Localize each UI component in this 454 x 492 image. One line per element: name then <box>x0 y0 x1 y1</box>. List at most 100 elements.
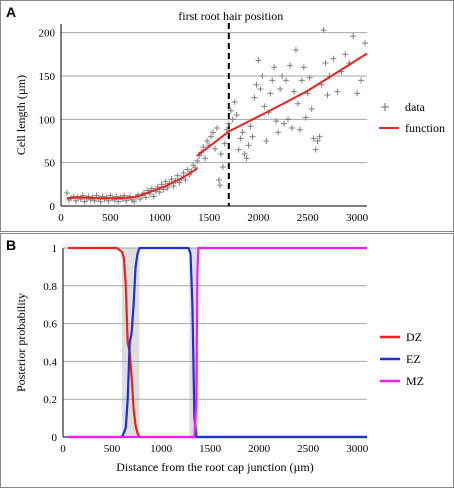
data-point <box>281 120 288 127</box>
legend-item-data: data <box>381 100 426 114</box>
y-tick-label-b: 0.6 <box>43 319 57 331</box>
data-point <box>298 77 305 84</box>
data-point <box>245 142 252 149</box>
x-tick-label-a: 2000 <box>247 212 270 224</box>
data-point <box>308 105 315 112</box>
x-tick-label-a: 1500 <box>198 212 221 224</box>
data-point <box>277 86 284 92</box>
data-point <box>283 77 290 84</box>
data-point <box>342 51 349 58</box>
series-line-mz <box>67 246 367 439</box>
data-point <box>158 181 165 188</box>
data-point <box>72 197 79 204</box>
data-point <box>216 182 223 189</box>
data-point <box>269 77 276 84</box>
data-point <box>184 166 191 173</box>
data-point <box>231 99 238 105</box>
data-point <box>194 157 201 164</box>
y-axis-label-a: Cell length (µm) <box>14 75 28 155</box>
annotation-label: first root hair position <box>178 9 283 23</box>
data-point <box>142 194 149 201</box>
x-tick-label-a: 500 <box>102 212 119 224</box>
data-point <box>170 183 177 190</box>
data-point <box>168 176 175 183</box>
y-axis-label-b: Posterior probability <box>14 293 28 392</box>
x-tick-label-b: 1000 <box>150 443 173 455</box>
data-point <box>235 146 242 153</box>
data-point <box>180 170 187 177</box>
data-point <box>81 198 88 205</box>
data-point <box>316 133 323 140</box>
y-tick-label-a: 150 <box>39 71 56 83</box>
data-point <box>354 90 361 97</box>
legend-label-mz: MZ <box>406 374 424 388</box>
data-point <box>182 177 189 183</box>
data-point <box>136 196 143 203</box>
x-tick-label-b: 0 <box>60 443 66 455</box>
data-point <box>287 62 294 69</box>
data-point <box>300 64 307 71</box>
panel-b: B 0 0.2 0.4 0.6 0.8 1 0 500 1000 1500 2000 2500 3000… <box>0 233 454 488</box>
data-point <box>210 129 217 136</box>
y-tick-label-b: 0.4 <box>43 356 57 368</box>
function-line-segment <box>133 167 198 199</box>
data-point <box>279 73 286 79</box>
data-point <box>302 114 309 121</box>
x-tick-label-b: 500 <box>104 443 121 455</box>
data-point <box>273 118 280 125</box>
panel-b-label: B <box>6 237 17 253</box>
x-tick-label-a: 0 <box>58 212 64 224</box>
x-tick-label-b: 2000 <box>248 443 271 455</box>
data-point <box>322 60 329 66</box>
data-point <box>350 33 357 40</box>
data-point <box>324 92 331 99</box>
data-point <box>241 151 248 157</box>
data-point <box>223 126 230 133</box>
data-point <box>208 133 215 140</box>
data-point <box>150 193 157 200</box>
legend-label-ez: EZ <box>406 352 421 366</box>
data-point <box>237 135 244 142</box>
data-point <box>156 189 163 196</box>
panel-a: A 0 50 100 150 200 0 500 1000 1500 2000 2500 3000 Ce… <box>0 0 454 232</box>
y-tick-label-b: 0.8 <box>43 281 57 293</box>
posterior-probability-chart: 0 0.2 0.4 0.6 0.8 1 0 500 1000 1500 2000 2500 3000 Di… <box>14 243 424 474</box>
data-point <box>211 145 218 152</box>
data-point <box>292 47 299 53</box>
data-point <box>285 116 292 123</box>
data-point <box>263 138 270 144</box>
data-point <box>296 126 303 133</box>
y-tick-label-b: 0 <box>52 432 58 444</box>
x-tick-label-b: 2500 <box>297 443 320 455</box>
data-point <box>227 107 234 114</box>
data-point <box>247 123 254 130</box>
x-tick-label-b: 3000 <box>346 443 369 455</box>
data-point <box>259 73 266 79</box>
data-point <box>229 116 236 123</box>
data-point <box>249 133 256 140</box>
data-point <box>330 55 337 62</box>
data-point <box>288 125 295 131</box>
data-point <box>225 120 232 127</box>
legend-label-dz: DZ <box>406 330 422 344</box>
legend-label-data: data <box>405 100 426 114</box>
legend-item-ez: EZ <box>380 352 421 366</box>
function-line-segment <box>196 52 368 157</box>
data-point <box>200 144 207 151</box>
legend-item-function: function <box>379 121 445 135</box>
data-point <box>204 138 211 144</box>
legend-item-mz: MZ <box>380 374 424 388</box>
data-point <box>131 198 138 205</box>
x-axis-label-b: Distance from the root cap junction (µm) <box>116 460 314 474</box>
y-tick-label-b: 1 <box>52 243 58 255</box>
data-point <box>267 90 274 97</box>
data-point <box>275 129 282 136</box>
function-line-segment <box>66 196 135 200</box>
data-point <box>217 151 224 157</box>
data-point <box>221 140 228 147</box>
data-point <box>174 172 181 179</box>
data-point <box>306 74 313 81</box>
data-point <box>271 64 278 71</box>
y-tick-label-a: 0 <box>50 201 56 213</box>
